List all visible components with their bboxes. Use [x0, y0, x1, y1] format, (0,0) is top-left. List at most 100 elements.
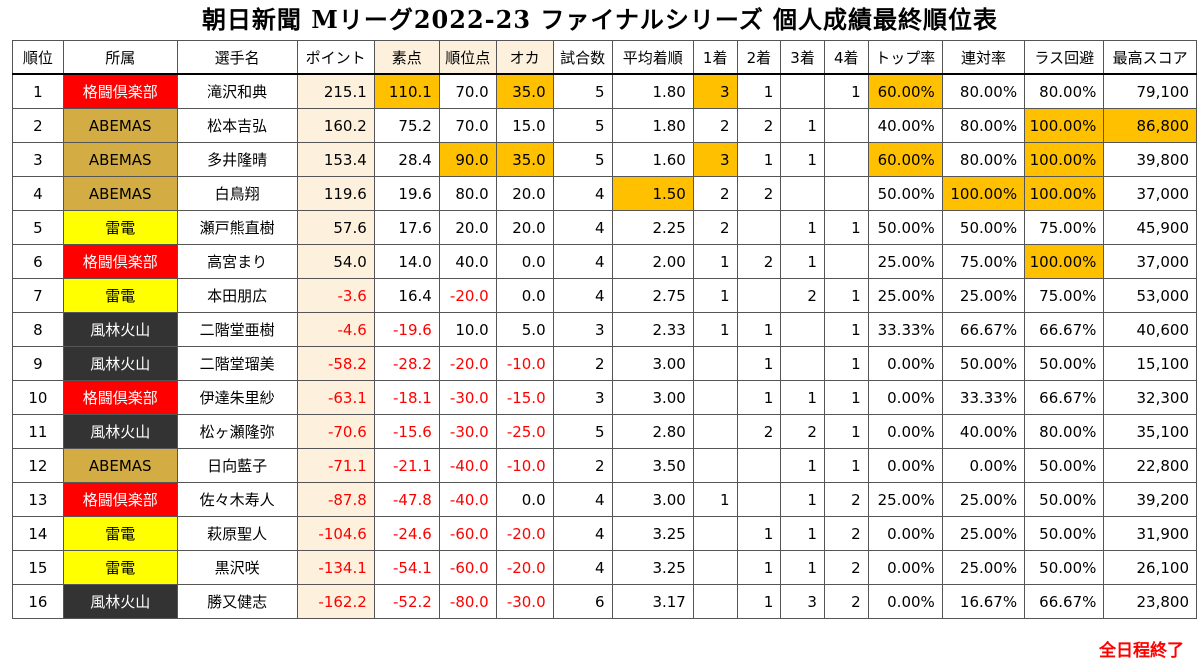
point-cell: 160.2: [296, 108, 375, 143]
last-avoid-cell: 50.00%: [1024, 516, 1105, 551]
avg-rank-cell: 3.00: [611, 346, 694, 381]
table-row: 15 雷電 黒沢咲 -134.1 -54.1 -60.0 -20.0 4 3.25 1 1 2 0.00…: [12, 550, 1197, 585]
oka-cell: -20.0: [495, 550, 554, 585]
table-row: 7 雷電 本田朋広 -3.6 16.4 -20.0 0.0 4 2.75 1 2 1 25.00% 25.…: [12, 278, 1197, 313]
top-rate-cell: 0.00%: [867, 516, 943, 551]
avg-rank-cell: 2.00: [611, 244, 694, 279]
point-cell: -87.8: [296, 482, 375, 517]
fourth-count-cell: 1: [823, 73, 869, 109]
rentai-rate-cell: 25.00%: [941, 550, 1026, 585]
second-count-cell: 1: [736, 380, 782, 415]
point-cell: 54.0: [296, 244, 375, 279]
top-rate-cell: 40.00%: [867, 108, 943, 143]
player-name-cell: 二階堂亜樹: [176, 312, 298, 347]
rank-cell: 5: [12, 210, 64, 245]
games-cell: 5: [552, 414, 613, 449]
top-rate-cell: 0.00%: [867, 550, 943, 585]
last-avoid-cell: 50.00%: [1024, 482, 1105, 517]
oka-cell: 20.0: [495, 210, 554, 245]
header-second: 2着: [736, 40, 782, 75]
rank-cell: 11: [12, 414, 64, 449]
player-name-cell: 日向藍子: [176, 448, 298, 483]
top-rate-cell: 0.00%: [867, 380, 943, 415]
best-score-cell: 22,800: [1103, 448, 1197, 483]
raw-score-cell: -21.1: [373, 448, 440, 483]
oka-cell: -10.0: [495, 448, 554, 483]
rank-point-cell: -60.0: [438, 516, 497, 551]
header-games: 試合数: [552, 40, 613, 75]
last-avoid-cell: 80.00%: [1024, 73, 1105, 109]
second-count-cell: 1: [736, 346, 782, 381]
games-cell: 5: [552, 73, 613, 109]
fourth-count-cell: 1: [823, 448, 869, 483]
rentai-rate-cell: 25.00%: [941, 278, 1026, 313]
fourth-count-cell: 1: [823, 346, 869, 381]
oka-cell: 0.0: [495, 482, 554, 517]
rank-point-cell: 90.0: [438, 142, 497, 177]
last-avoid-cell: 50.00%: [1024, 346, 1105, 381]
third-count-cell: [780, 176, 825, 211]
third-count-cell: 2: [780, 278, 825, 313]
raw-score-cell: -15.6: [373, 414, 440, 449]
last-avoid-cell: 100.00%: [1024, 244, 1105, 279]
raw-score-cell: 17.6: [373, 210, 440, 245]
games-cell: 4: [552, 516, 613, 551]
best-score-cell: 39,200: [1103, 482, 1197, 517]
team-cell: 雷電: [62, 278, 178, 313]
team-cell: ABEMAS: [62, 108, 178, 143]
rank-point-cell: -20.0: [438, 346, 497, 381]
fourth-count-cell: 2: [823, 482, 869, 517]
rank-cell: 14: [12, 516, 64, 551]
first-count-cell: 1: [692, 312, 738, 347]
team-cell: 格闘倶楽部: [62, 73, 178, 109]
raw-score-cell: 14.0: [373, 244, 440, 279]
rank-cell: 13: [12, 482, 64, 517]
team-cell: 雷電: [62, 516, 178, 551]
team-cell: 風林火山: [62, 584, 178, 619]
fourth-count-cell: [823, 142, 869, 177]
second-count-cell: [736, 210, 782, 245]
table-row: 14 雷電 萩原聖人 -104.6 -24.6 -60.0 -20.0 4 3.25 1 1 2 0.0…: [12, 516, 1197, 551]
point-cell: 57.6: [296, 210, 375, 245]
point-cell: -70.6: [296, 414, 375, 449]
header-oka: オカ: [495, 40, 554, 75]
rank-point-cell: 10.0: [438, 312, 497, 347]
table-row: 10 格闘倶楽部 伊達朱里紗 -63.1 -18.1 -30.0 -15.0 3 3.00 1 1 1…: [12, 380, 1197, 415]
rank-cell: 4: [12, 176, 64, 211]
avg-rank-cell: 3.25: [611, 516, 694, 551]
top-rate-cell: 60.00%: [867, 73, 943, 109]
team-cell: ABEMAS: [62, 448, 178, 483]
point-cell: -104.6: [296, 516, 375, 551]
raw-score-cell: -18.1: [373, 380, 440, 415]
best-score-cell: 86,800: [1103, 108, 1197, 143]
rank-point-cell: -40.0: [438, 448, 497, 483]
games-cell: 4: [552, 278, 613, 313]
first-count-cell: [692, 550, 738, 585]
raw-score-cell: -54.1: [373, 550, 440, 585]
third-count-cell: [780, 312, 825, 347]
last-avoid-cell: 75.00%: [1024, 210, 1105, 245]
table-row: 3 ABEMAS 多井隆晴 153.4 28.4 90.0 35.0 5 1.60 3 1 1 60.0…: [12, 142, 1197, 177]
avg-rank-cell: 3.25: [611, 550, 694, 585]
first-count-cell: [692, 584, 738, 619]
best-score-cell: 40,600: [1103, 312, 1197, 347]
rank-cell: 1: [12, 73, 64, 109]
second-count-cell: 2: [736, 176, 782, 211]
header-rank-point: 順位点: [438, 40, 497, 75]
fourth-count-cell: 1: [823, 312, 869, 347]
top-rate-cell: 0.00%: [867, 448, 943, 483]
fourth-count-cell: 2: [823, 550, 869, 585]
table-row: 13 格闘倶楽部 佐々木寿人 -87.8 -47.8 -40.0 0.0 4 3.00 1 1 2 25…: [12, 482, 1197, 517]
last-avoid-cell: 50.00%: [1024, 550, 1105, 585]
rank-point-cell: -30.0: [438, 414, 497, 449]
games-cell: 2: [552, 346, 613, 381]
team-cell: 格闘倶楽部: [62, 482, 178, 517]
top-rate-cell: 0.00%: [867, 346, 943, 381]
table-row: 6 格闘倶楽部 高宮まり 54.0 14.0 40.0 0.0 4 2.00 1 2 1 25.00% 7…: [12, 244, 1197, 279]
third-count-cell: [780, 346, 825, 381]
raw-score-cell: 110.1: [373, 73, 440, 109]
header-best-score: 最高スコア: [1103, 40, 1197, 75]
raw-score-cell: -24.6: [373, 516, 440, 551]
rank-point-cell: 40.0: [438, 244, 497, 279]
rentai-rate-cell: 50.00%: [941, 346, 1026, 381]
